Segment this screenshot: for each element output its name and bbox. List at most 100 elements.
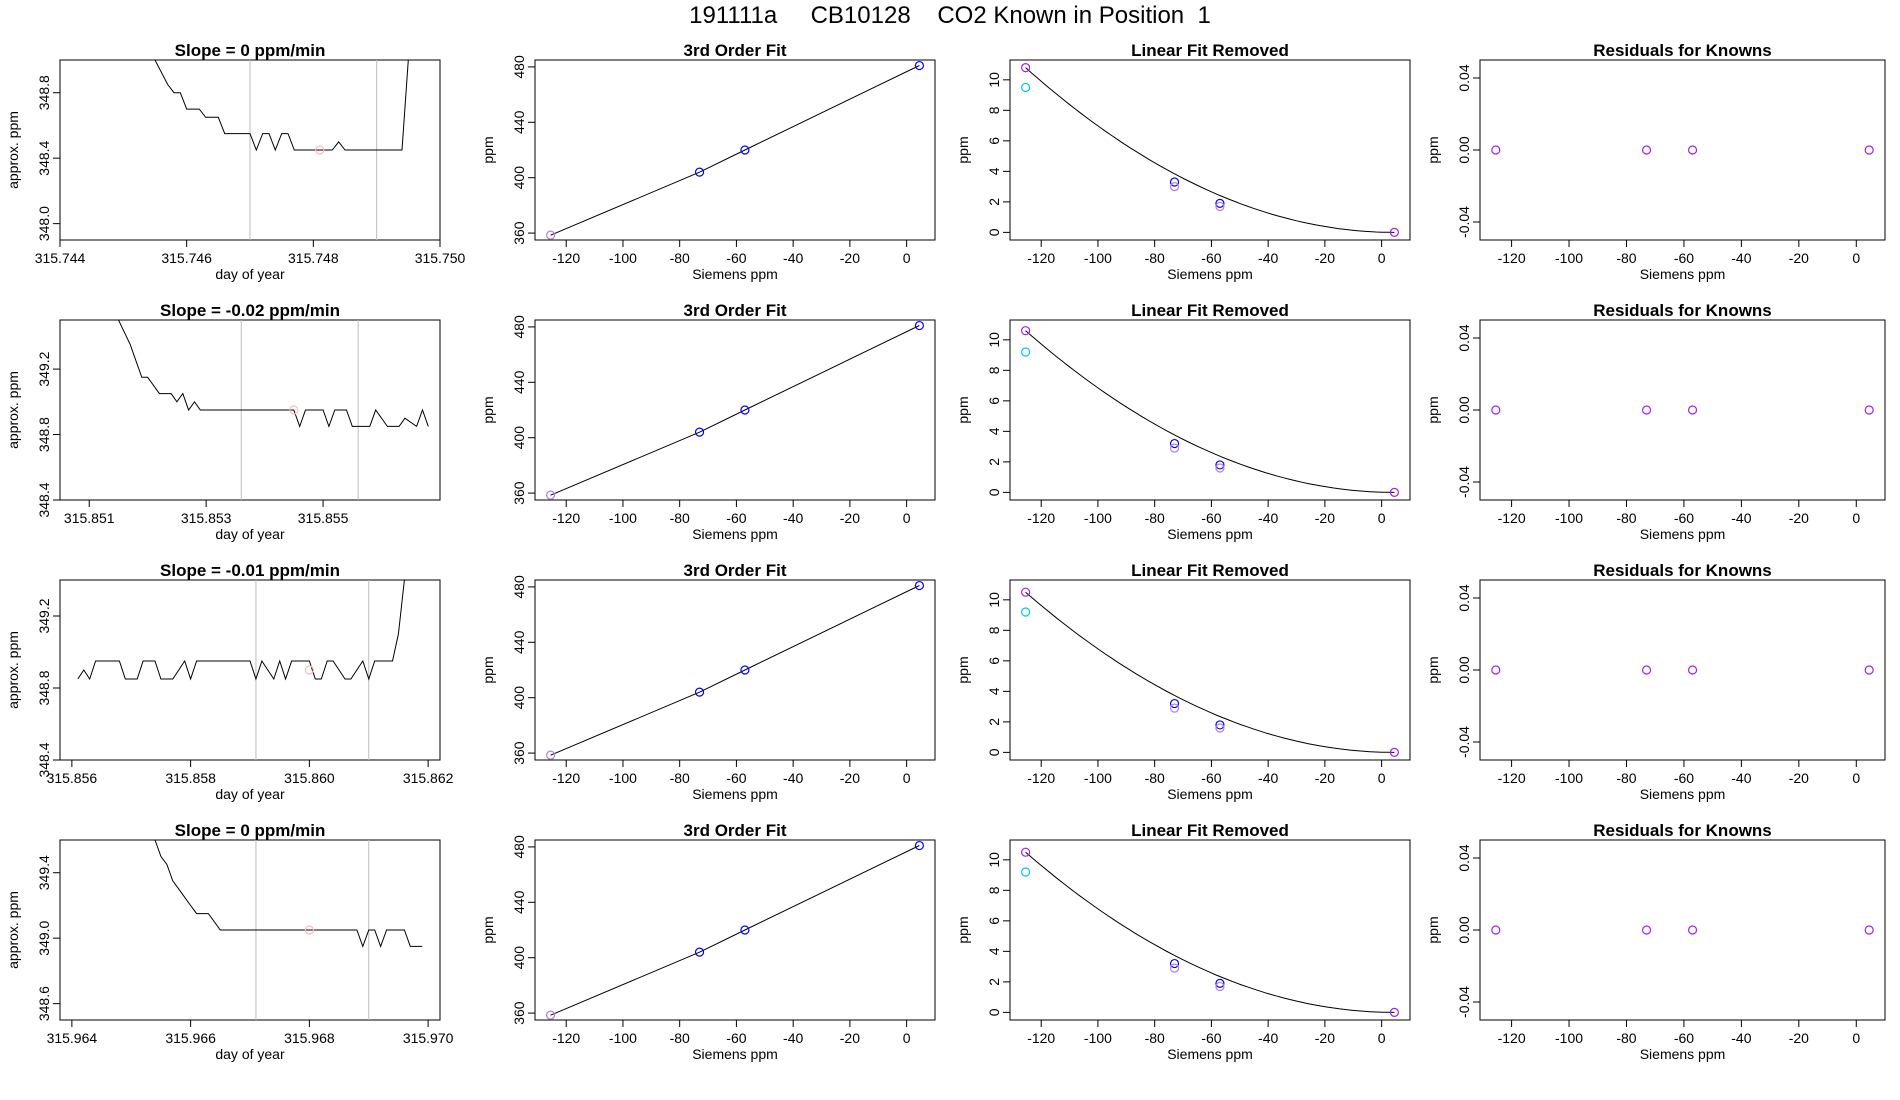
plot-frame <box>534 59 936 241</box>
series-line <box>77 580 405 681</box>
fit-curve <box>1025 330 1395 493</box>
panel-title: Linear Fit Removed <box>1131 41 1289 60</box>
y-axis-label: ppm <box>480 916 496 943</box>
y-tick-label: 2 <box>986 718 1002 726</box>
x-tick-label: -120 <box>1027 1030 1055 1046</box>
fit-curve <box>1025 591 1395 753</box>
y-tick-label: 2 <box>986 198 1002 206</box>
y-tick-label: 0 <box>986 1008 1002 1016</box>
y-tick-label: 348.4 <box>36 742 52 777</box>
y-tick-label: 2 <box>986 458 1002 466</box>
y-tick-label: -0.04 <box>1456 206 1472 238</box>
x-tick-label: -20 <box>840 250 860 266</box>
data-point <box>1491 665 1501 675</box>
x-tick-label: -60 <box>1201 250 1221 266</box>
y-tick-label: 480 <box>511 315 527 339</box>
x-tick-label: 315.860 <box>284 770 335 786</box>
x-tick-label: -120 <box>1498 770 1526 786</box>
data-point <box>1169 958 1180 969</box>
data-point <box>1641 925 1652 935</box>
x-tick-label: 0 <box>1852 250 1860 266</box>
x-tick-label: -60 <box>1201 510 1221 526</box>
y-tick-label: 0.04 <box>1456 324 1472 351</box>
y-tick-label: 0.00 <box>1456 136 1472 163</box>
panel-title: 3rd Order Fit <box>684 41 787 60</box>
plot-frame <box>1479 319 1886 501</box>
data-point <box>1169 703 1180 713</box>
data-point <box>1021 82 1031 93</box>
x-tick-label: -40 <box>783 770 803 786</box>
y-axis-label: ppm <box>1425 136 1441 163</box>
x-axis-label: Siemens ppm <box>692 526 778 542</box>
data-point <box>740 925 750 935</box>
panel-title: Slope = -0.02 ppm/min <box>160 301 340 320</box>
x-tick-label: -100 <box>609 250 637 266</box>
x-tick-label: -40 <box>1258 250 1278 266</box>
plot-area <box>154 840 423 1020</box>
plot-frame <box>1009 839 1411 1021</box>
plot-frame <box>59 839 441 1021</box>
x-tick-label: -100 <box>1555 1030 1583 1046</box>
y-tick-label: 349.2 <box>36 598 52 633</box>
x-tick-label: -80 <box>1145 770 1165 786</box>
y-tick-label: 400 <box>511 166 527 190</box>
x-axis-label: Siemens ppm <box>1640 1046 1726 1062</box>
data-point <box>914 60 924 71</box>
fit-curve <box>550 845 920 1016</box>
data-point <box>914 840 924 851</box>
panel-0-1: 3rd Order Fit -120 -100 -80 -60 -40 -20 0 360 400… <box>480 41 936 282</box>
panel-0-0: Slope = 0 ppm/min 315.744 315.746 315.748 31… <box>5 41 466 282</box>
x-tick-label: -20 <box>840 510 860 526</box>
x-tick-label: -120 <box>552 770 580 786</box>
data-point <box>1389 1007 1399 1017</box>
data-point <box>304 665 314 675</box>
x-tick-label: -40 <box>783 510 803 526</box>
data-point <box>1169 438 1180 449</box>
y-tick-label: 348.8 <box>36 75 52 110</box>
data-point <box>1215 201 1225 212</box>
data-point <box>1215 720 1225 730</box>
y-tick-label: 360 <box>511 1001 527 1025</box>
panel-1-3: Residuals for Knowns -120 -100 -80 -60 -40 -20… <box>1425 301 1886 542</box>
x-axis-label: Siemens ppm <box>1167 266 1253 282</box>
data-point <box>1169 182 1180 192</box>
y-tick-label: 4 <box>986 427 1002 435</box>
data-point <box>1641 145 1652 155</box>
x-tick-label: -40 <box>1258 770 1278 786</box>
x-tick-label: 315.750 <box>415 250 466 266</box>
x-axis-label: day of year <box>215 526 285 542</box>
x-tick-label: 315.851 <box>64 510 115 526</box>
x-tick-label: 315.966 <box>165 1030 216 1046</box>
fit-curve <box>1025 851 1395 1013</box>
y-tick-label: 6 <box>986 917 1002 925</box>
y-tick-label: 0.04 <box>1456 584 1472 611</box>
plot-area <box>1025 591 1395 753</box>
y-axis-label: ppm <box>955 916 971 943</box>
y-axis-label: ppm <box>480 396 496 423</box>
y-tick-label: 0.00 <box>1456 396 1472 423</box>
y-tick-label: 480 <box>511 835 527 859</box>
y-tick-label: 360 <box>511 741 527 765</box>
x-tick-label: 0 <box>903 510 911 526</box>
x-tick-label: -120 <box>1027 510 1055 526</box>
x-tick-label: 315.968 <box>284 1030 335 1046</box>
panel-title: Linear Fit Removed <box>1131 821 1289 840</box>
x-tick-label: 315.855 <box>298 510 349 526</box>
x-tick-label: -120 <box>1498 1030 1526 1046</box>
panel-title: 3rd Order Fit <box>684 561 787 580</box>
y-tick-label: 0 <box>986 228 1002 236</box>
x-axis-label: Siemens ppm <box>692 786 778 802</box>
data-point <box>914 580 924 591</box>
data-point <box>289 405 299 415</box>
y-tick-label: 440 <box>511 630 527 654</box>
y-tick-label: 349.2 <box>36 351 52 386</box>
data-point <box>1864 405 1874 415</box>
x-tick-label: 315.746 <box>161 250 212 266</box>
x-tick-label: 0 <box>903 250 911 266</box>
x-tick-label: -60 <box>1201 770 1221 786</box>
x-tick-label: -80 <box>1616 1030 1636 1046</box>
data-point <box>1687 145 1698 155</box>
data-point <box>1491 145 1501 155</box>
x-tick-label: -100 <box>1084 510 1112 526</box>
x-tick-label: -120 <box>552 1030 580 1046</box>
